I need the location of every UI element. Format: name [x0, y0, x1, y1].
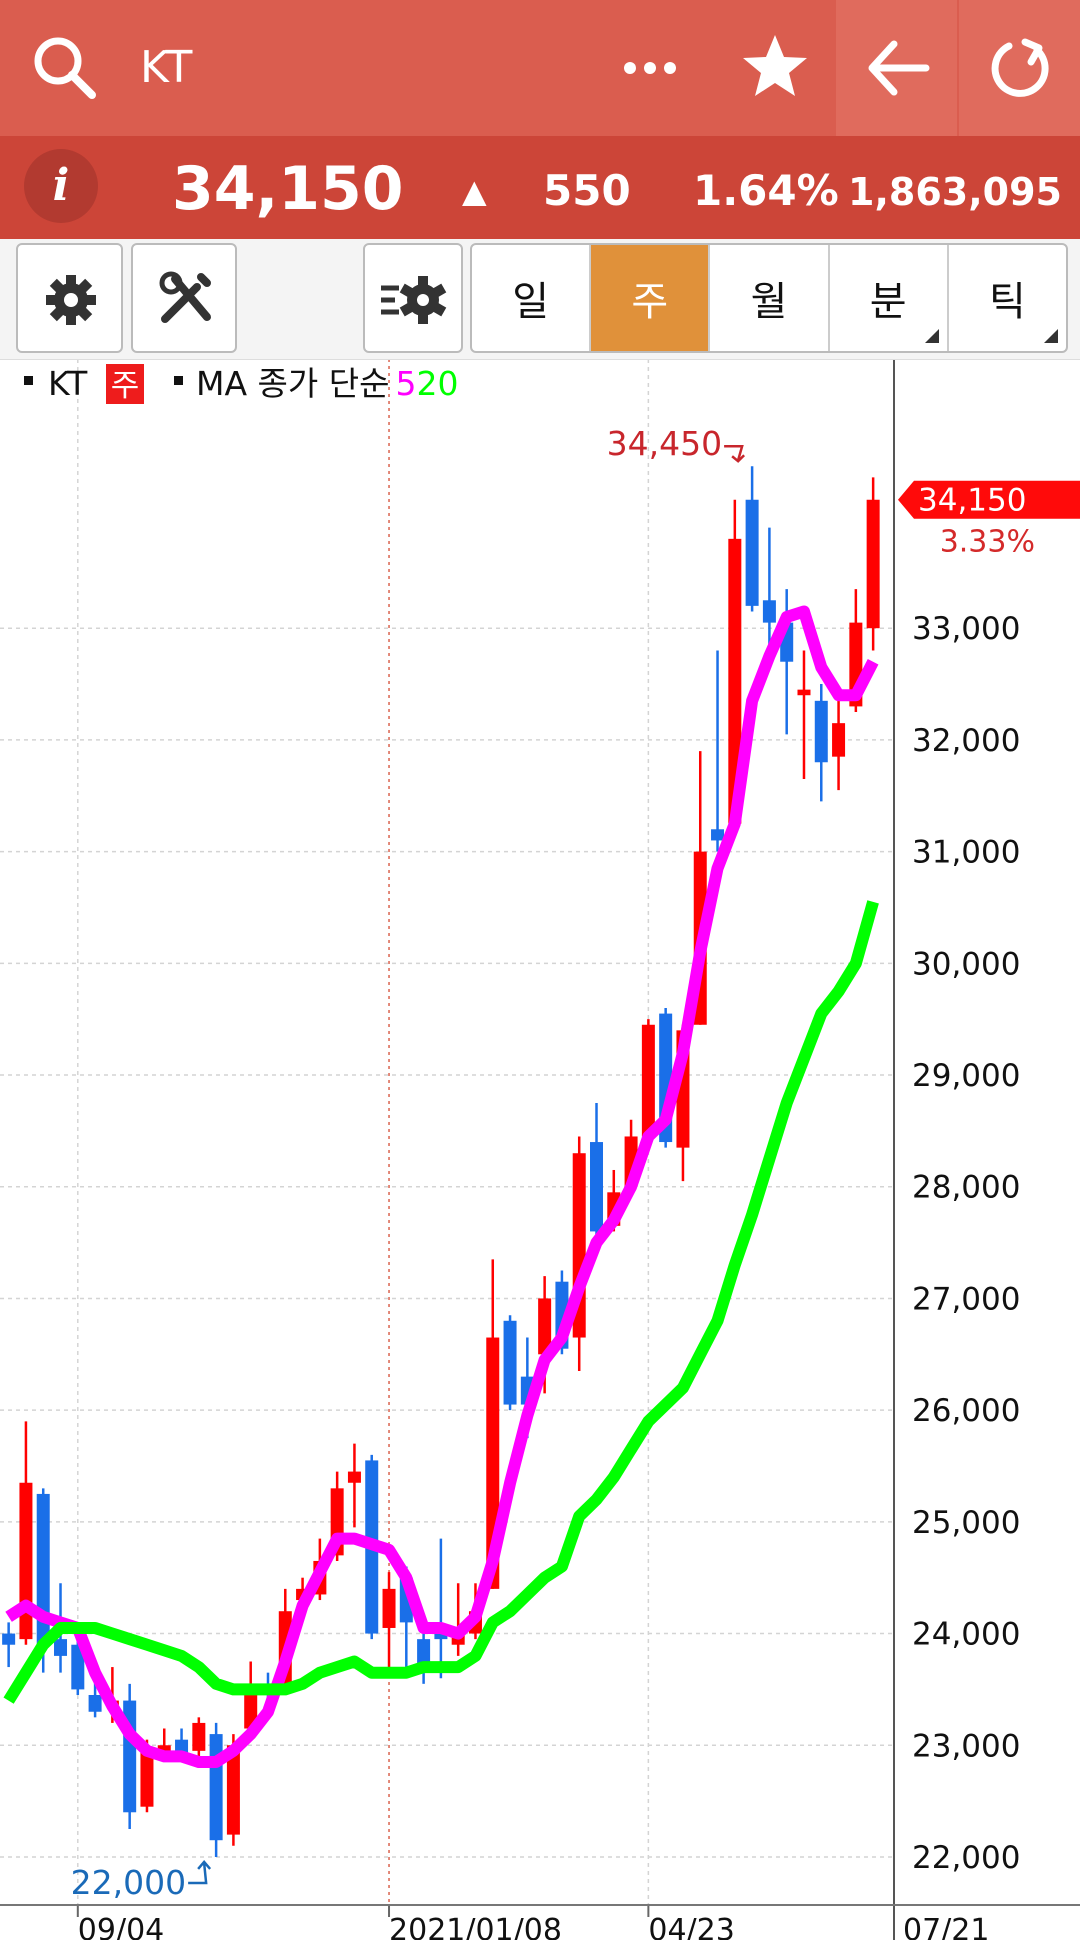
- price: 34,150: [172, 154, 404, 224]
- candle-body: [36, 1493, 50, 1645]
- legend-period: 주: [111, 368, 140, 404]
- y-tick-label: 31,000: [912, 835, 1020, 871]
- period-tab[interactable]: 월: [710, 245, 830, 351]
- min-arrow: [188, 1860, 212, 1885]
- settings-button[interactable]: [16, 243, 123, 353]
- stock-name: KT: [140, 42, 193, 93]
- refresh-button[interactable]: [959, 0, 1080, 136]
- candle-body: [54, 1639, 68, 1656]
- top-bar: KT: [0, 0, 1080, 136]
- volume: 1,863,095: [848, 170, 1062, 214]
- candle-body: [641, 1024, 655, 1137]
- candle-body: [19, 1482, 33, 1640]
- y-tick-label: 28,000: [912, 1170, 1020, 1206]
- ma-line: [3, 900, 879, 1704]
- y-tick-label: 32,000: [912, 723, 1020, 759]
- quote-bar: i 34,150 ▲ 550 1.64% 1,863,095: [0, 136, 1080, 239]
- max-label: 34,450: [607, 424, 722, 463]
- min-label: 22,000: [71, 1863, 186, 1902]
- period-tab[interactable]: 틱: [949, 245, 1066, 351]
- candle-body: [71, 1644, 85, 1690]
- y-tick-label: 27,000: [912, 1281, 1020, 1317]
- candle-body: [711, 829, 725, 841]
- period-tab[interactable]: 주: [591, 245, 711, 351]
- y-tick-label: 30,000: [912, 946, 1020, 982]
- y-tick-label: 24,000: [912, 1617, 1020, 1653]
- y-tick-label: 25,000: [912, 1505, 1020, 1541]
- candle-body: [538, 1298, 552, 1355]
- candle-body: [88, 1694, 102, 1712]
- tools-button[interactable]: [131, 243, 237, 353]
- candle-body: [866, 499, 880, 629]
- candle-body: [382, 1588, 396, 1628]
- legend: KT: [48, 364, 88, 403]
- change-pct: 1.64%: [693, 166, 839, 215]
- y-tick-label: 26,000: [912, 1393, 1020, 1429]
- legend-entry: 5: [395, 364, 416, 403]
- candle-body: [503, 1320, 517, 1405]
- indicator-button[interactable]: [363, 243, 463, 353]
- period-tab[interactable]: 분: [830, 245, 949, 351]
- price-tag-change: 3.33%: [940, 525, 1035, 560]
- candle-body: [140, 1750, 154, 1807]
- y-tick-label: 23,000: [912, 1728, 1020, 1764]
- legend-marker: [174, 376, 183, 385]
- x-tick-label: 2021/01/08: [389, 1913, 562, 1940]
- x-tick-label: 09/04: [78, 1913, 164, 1940]
- candle-body: [192, 1722, 206, 1751]
- change-arrow: ▲: [462, 172, 487, 210]
- max-arrow: [724, 444, 745, 463]
- y-tick-label: 29,000: [912, 1058, 1020, 1094]
- period-tab[interactable]: 일: [472, 245, 592, 351]
- info-icon[interactable]: i: [23, 148, 99, 224]
- candle-body: [762, 600, 776, 623]
- back-button[interactable]: [836, 0, 957, 136]
- y-tick-label: 22,000: [912, 1840, 1020, 1876]
- ma-line: [5, 605, 879, 1768]
- search-icon[interactable]: [30, 33, 100, 103]
- candle-body: [417, 1639, 431, 1668]
- price-tag-label: 34,150: [918, 483, 1026, 519]
- candle-body: [745, 499, 759, 606]
- period-badge: [106, 364, 144, 404]
- candle-body: [590, 1142, 604, 1232]
- legend-marker: [24, 376, 33, 385]
- legend-entry: 20: [416, 364, 458, 403]
- candle-body: [244, 1689, 258, 1729]
- x-tick-label: 04/23: [648, 1913, 734, 1940]
- x-tick-label: 07/21: [903, 1913, 989, 1940]
- legend-ma: MA 종가 단순: [196, 364, 389, 403]
- star-icon[interactable]: [740, 32, 810, 102]
- candle-body: [2, 1633, 16, 1645]
- candle-body: [797, 689, 811, 696]
- candle-body: [728, 538, 742, 824]
- dropdown-mark: [1044, 329, 1059, 343]
- more-icon[interactable]: [620, 58, 690, 78]
- candle-body: [832, 723, 846, 757]
- legend: MA 종가 단순 520: [196, 364, 458, 403]
- dropdown-mark: [924, 329, 939, 343]
- change: 550: [543, 166, 631, 215]
- price-tag: [898, 480, 1080, 519]
- svg-text:i: i: [53, 160, 70, 211]
- candle-body: [226, 1745, 240, 1835]
- candle-body: [347, 1471, 361, 1483]
- candle-body: [814, 700, 828, 763]
- y-tick-label: 33,000: [912, 611, 1020, 647]
- candle-body: [209, 1734, 223, 1841]
- legend-symbol: KT: [48, 364, 88, 403]
